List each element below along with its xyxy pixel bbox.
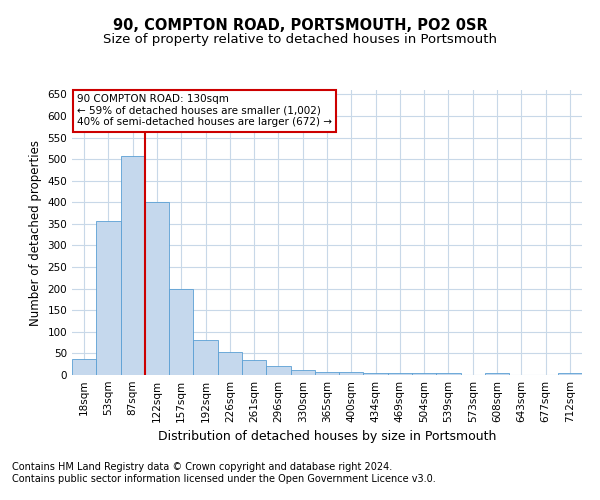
- Bar: [388, 373, 412, 375]
- Text: Size of property relative to detached houses in Portsmouth: Size of property relative to detached ho…: [103, 32, 497, 46]
- Text: 90, COMPTON ROAD, PORTSMOUTH, PO2 0SR: 90, COMPTON ROAD, PORTSMOUTH, PO2 0SR: [113, 18, 487, 32]
- Bar: [485, 373, 509, 375]
- Text: 90 COMPTON ROAD: 130sqm
← 59% of detached houses are smaller (1,002)
40% of semi: 90 COMPTON ROAD: 130sqm ← 59% of detache…: [77, 94, 332, 128]
- Bar: [169, 288, 193, 375]
- Bar: [193, 340, 218, 375]
- Bar: [412, 373, 436, 375]
- Bar: [290, 370, 315, 375]
- Bar: [558, 373, 582, 375]
- Bar: [315, 372, 339, 375]
- Bar: [96, 221, 121, 375]
- Text: Contains HM Land Registry data © Crown copyright and database right 2024.: Contains HM Land Registry data © Crown c…: [12, 462, 392, 472]
- Bar: [339, 372, 364, 375]
- Bar: [121, 156, 145, 375]
- Bar: [218, 352, 242, 375]
- Bar: [72, 359, 96, 375]
- X-axis label: Distribution of detached houses by size in Portsmouth: Distribution of detached houses by size …: [158, 430, 496, 444]
- Bar: [364, 373, 388, 375]
- Bar: [436, 373, 461, 375]
- Text: Contains public sector information licensed under the Open Government Licence v3: Contains public sector information licen…: [12, 474, 436, 484]
- Bar: [266, 366, 290, 375]
- Bar: [242, 360, 266, 375]
- Bar: [145, 202, 169, 375]
- Y-axis label: Number of detached properties: Number of detached properties: [29, 140, 42, 326]
